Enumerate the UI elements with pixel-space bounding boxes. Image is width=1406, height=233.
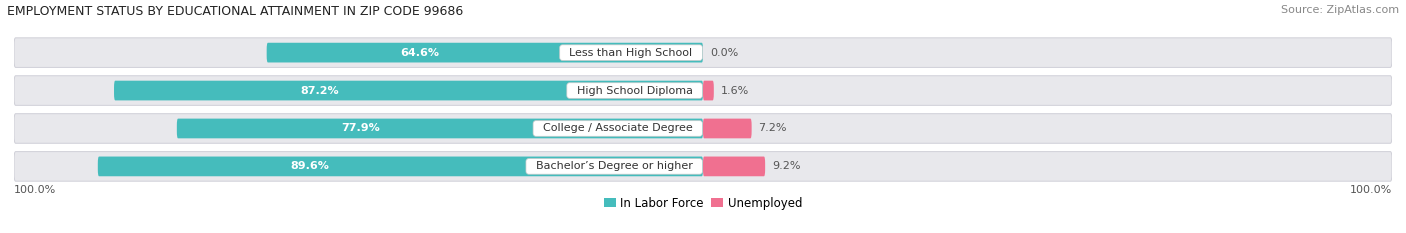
FancyBboxPatch shape (114, 81, 703, 100)
FancyBboxPatch shape (267, 43, 703, 62)
Text: Source: ZipAtlas.com: Source: ZipAtlas.com (1281, 5, 1399, 15)
Text: Bachelor’s Degree or higher: Bachelor’s Degree or higher (529, 161, 700, 171)
Text: 77.9%: 77.9% (342, 123, 381, 134)
FancyBboxPatch shape (703, 119, 752, 138)
Text: 100.0%: 100.0% (14, 185, 56, 195)
Text: High School Diploma: High School Diploma (569, 86, 700, 96)
FancyBboxPatch shape (14, 152, 1392, 181)
FancyBboxPatch shape (177, 119, 703, 138)
FancyBboxPatch shape (14, 114, 1392, 143)
Text: 89.6%: 89.6% (290, 161, 329, 171)
Text: 100.0%: 100.0% (1350, 185, 1392, 195)
FancyBboxPatch shape (98, 157, 703, 176)
Text: 9.2%: 9.2% (772, 161, 800, 171)
Text: 64.6%: 64.6% (399, 48, 439, 58)
Text: 0.0%: 0.0% (710, 48, 738, 58)
Text: EMPLOYMENT STATUS BY EDUCATIONAL ATTAINMENT IN ZIP CODE 99686: EMPLOYMENT STATUS BY EDUCATIONAL ATTAINM… (7, 5, 464, 18)
Text: 87.2%: 87.2% (301, 86, 339, 96)
Text: 1.6%: 1.6% (720, 86, 749, 96)
FancyBboxPatch shape (703, 157, 765, 176)
Text: Less than High School: Less than High School (562, 48, 700, 58)
FancyBboxPatch shape (14, 38, 1392, 67)
Text: College / Associate Degree: College / Associate Degree (536, 123, 700, 134)
Legend: In Labor Force, Unemployed: In Labor Force, Unemployed (599, 192, 807, 215)
Text: 7.2%: 7.2% (758, 123, 787, 134)
FancyBboxPatch shape (14, 76, 1392, 105)
FancyBboxPatch shape (703, 81, 714, 100)
